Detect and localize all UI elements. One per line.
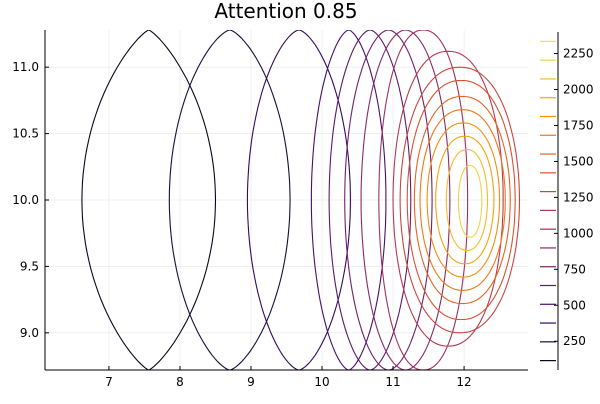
- y-tick-label: 10.0: [12, 193, 39, 207]
- colorbar-tick-label: 1750: [563, 118, 594, 132]
- contour-line: [378, 30, 469, 370]
- y-tick-label: 9.5: [20, 259, 39, 273]
- y-tick-label: 10.5: [12, 127, 39, 141]
- x-tick-label: 12: [456, 375, 471, 389]
- contour-lines: [81, 30, 521, 370]
- colorbar-tick-label: 250: [563, 334, 586, 348]
- chart-title: Attention 0.85: [214, 0, 357, 23]
- colorbar-tick-label: 1000: [563, 226, 594, 240]
- contour-line: [419, 109, 506, 291]
- x-tick-label: 10: [314, 375, 329, 389]
- contour-line: [406, 79, 516, 321]
- contour-line: [81, 30, 217, 370]
- contour-line: [392, 50, 504, 347]
- colorbar: 250 500 750 1000 1250 1500 1750 2000 2250: [540, 32, 594, 370]
- colorbar-tick-label: 2000: [563, 83, 594, 97]
- contour-line: [344, 30, 433, 370]
- x-tick-label: 7: [105, 375, 113, 389]
- contour-line: [426, 122, 501, 278]
- y-tick-label: 9.0: [20, 326, 39, 340]
- contour-line: [445, 148, 489, 252]
- contour-line: [246, 30, 351, 370]
- y-tick-label: 11.0: [12, 60, 39, 74]
- colorbar-tick-label: 1250: [563, 190, 594, 204]
- contour-line: [457, 164, 483, 238]
- contour-line: [360, 30, 451, 370]
- contour-line: [310, 30, 387, 370]
- x-tick-label: 11: [385, 375, 400, 389]
- axes: 7 8 9 10 11 12 9.0 9.5 10.0 10.5 11.0: [12, 30, 528, 389]
- contour-line: [399, 66, 521, 334]
- contour-line: [435, 135, 495, 265]
- x-tick-label: 9: [247, 375, 255, 389]
- contour-line: [328, 30, 412, 370]
- x-tick-label: 8: [176, 375, 184, 389]
- colorbar-tick-label: 500: [563, 298, 586, 312]
- colorbar-tick-label: 750: [563, 262, 586, 276]
- contour-line: [168, 30, 291, 370]
- colorbar-tick-label: 2250: [563, 47, 594, 61]
- contour-line: [413, 95, 511, 305]
- colorbar-tick-label: 1500: [563, 154, 594, 168]
